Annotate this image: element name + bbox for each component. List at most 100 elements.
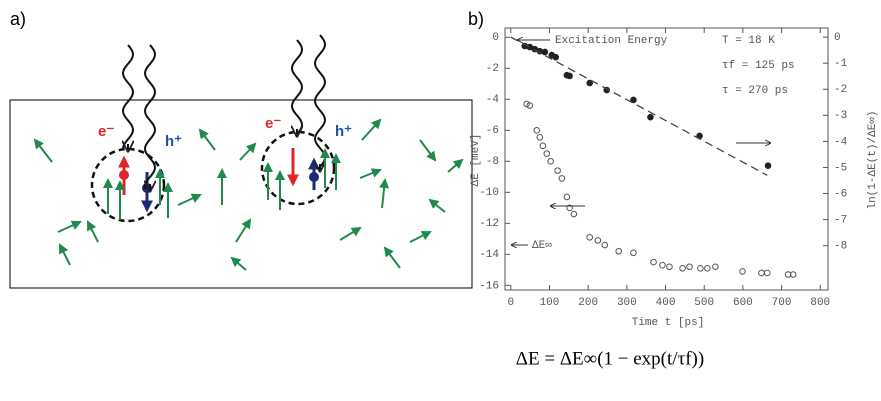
data-point [630, 249, 637, 257]
plot-frame [504, 27, 829, 291]
moment-arrow [428, 198, 446, 213]
exciton-circle [260, 130, 336, 206]
data-point [686, 263, 693, 271]
data-point [554, 167, 561, 174]
y2-tick-label: 0 [834, 32, 841, 44]
moment-arrow [198, 128, 216, 151]
data-point [563, 193, 571, 201]
x-tick-label: 400 [656, 297, 676, 309]
data-point [566, 72, 573, 80]
data-point [704, 264, 711, 272]
data-point [647, 113, 654, 121]
data-point [615, 247, 623, 255]
electron-label: e⁻ [265, 115, 281, 132]
data-point [601, 241, 609, 249]
x-axis-label: Time t [ps] [632, 317, 705, 329]
fit-line [510, 36, 768, 176]
panel-b: b) Time t [ps] ΔE [meV] ln(1-ΔE(t)/ΔE∞) … [468, 9, 879, 370]
data-point [712, 263, 719, 271]
annotation: T = 18 K [722, 35, 775, 47]
y2-tick-label: -5 [834, 162, 847, 174]
photon [290, 39, 303, 135]
hole-label: h⁺ [335, 123, 352, 140]
y-tick-label: 0 [492, 32, 499, 44]
x-tick-label: 800 [810, 297, 830, 309]
moment-arrow [359, 168, 382, 179]
moment-arrow [339, 226, 362, 241]
moment-arrow [57, 220, 82, 233]
y2-tick-label: -3 [834, 110, 847, 122]
y2-tick-label: -4 [834, 136, 848, 148]
data-point [543, 150, 551, 157]
y-tick-label: -8 [486, 156, 499, 168]
annotation: Excitation Energy [555, 35, 668, 47]
moment-arrow [235, 218, 252, 243]
x-tick-label: 600 [733, 297, 753, 309]
data-point [566, 204, 573, 212]
y2-tick-label: -8 [834, 241, 847, 253]
sample-box [9, 99, 473, 289]
hole-label: h⁺ [165, 133, 182, 150]
data-point [697, 264, 704, 272]
moment-arrow [33, 138, 53, 163]
photon [143, 44, 156, 190]
data-point [586, 79, 594, 87]
panel-label: a) [10, 9, 26, 29]
y2-tick-label: -7 [834, 215, 847, 227]
data-point [630, 96, 637, 104]
y2-tick-label: -6 [834, 188, 847, 200]
annotation: τ = 270 ps [722, 85, 788, 97]
y-tick-label: -4 [486, 94, 500, 106]
y2-tick-label: -1 [834, 58, 848, 70]
x-tick-label: 700 [772, 297, 792, 309]
moment-arrow [379, 178, 390, 209]
data-point [539, 142, 547, 150]
data-point [789, 271, 797, 278]
electron [119, 170, 129, 180]
x-tick-label: 0 [507, 297, 514, 309]
x-tick-label: 100 [540, 297, 560, 309]
data-point [536, 133, 544, 141]
y-tick-label: -12 [479, 218, 499, 230]
moment-arrow [177, 193, 202, 206]
y-tick-label: -6 [486, 125, 499, 137]
y2-tick-label: -2 [834, 84, 847, 96]
data-point [526, 102, 534, 109]
data-point [586, 233, 594, 241]
x-tick-label: 200 [578, 297, 598, 309]
moment-arrow [383, 246, 401, 269]
data-point [594, 237, 602, 244]
moment-arrow [361, 118, 382, 141]
y-tick-label: -10 [479, 187, 499, 199]
x-tick-label: 300 [617, 297, 637, 309]
exciton-circle [90, 147, 166, 223]
y-tick-label: -2 [486, 63, 499, 75]
panel-a: a) e⁻ h⁺ e⁻ h⁺ [9, 9, 473, 289]
annotation: ΔE∞ [532, 240, 552, 252]
data-point [533, 127, 541, 134]
data-point [758, 269, 765, 277]
electron-label: e⁻ [98, 123, 114, 140]
data-point [679, 264, 686, 272]
data-point [739, 268, 746, 275]
y-tick-label: -14 [479, 249, 499, 261]
y-tick-label: -16 [479, 280, 499, 292]
data-point [763, 269, 771, 277]
photon [313, 34, 326, 170]
data-point [659, 261, 666, 269]
panel-label: b) [468, 9, 484, 29]
data-point [552, 53, 559, 61]
x-tick-label: 500 [694, 297, 714, 309]
hole [309, 172, 319, 182]
y2-axis-label: ln(1-ΔE(t)/ΔE∞) [867, 110, 879, 209]
photon [121, 44, 134, 150]
data-point [541, 48, 549, 56]
moment-arrow [239, 142, 257, 161]
moment-arrow [419, 139, 437, 162]
data-point [547, 158, 554, 165]
formula: ΔE = ΔE∞(1 − exp(t/τf)) [516, 348, 704, 369]
data-point [666, 263, 673, 271]
annotation: τf = 125 ps [722, 60, 795, 72]
moment-arrow [59, 243, 71, 266]
moment-arrow [87, 220, 99, 243]
